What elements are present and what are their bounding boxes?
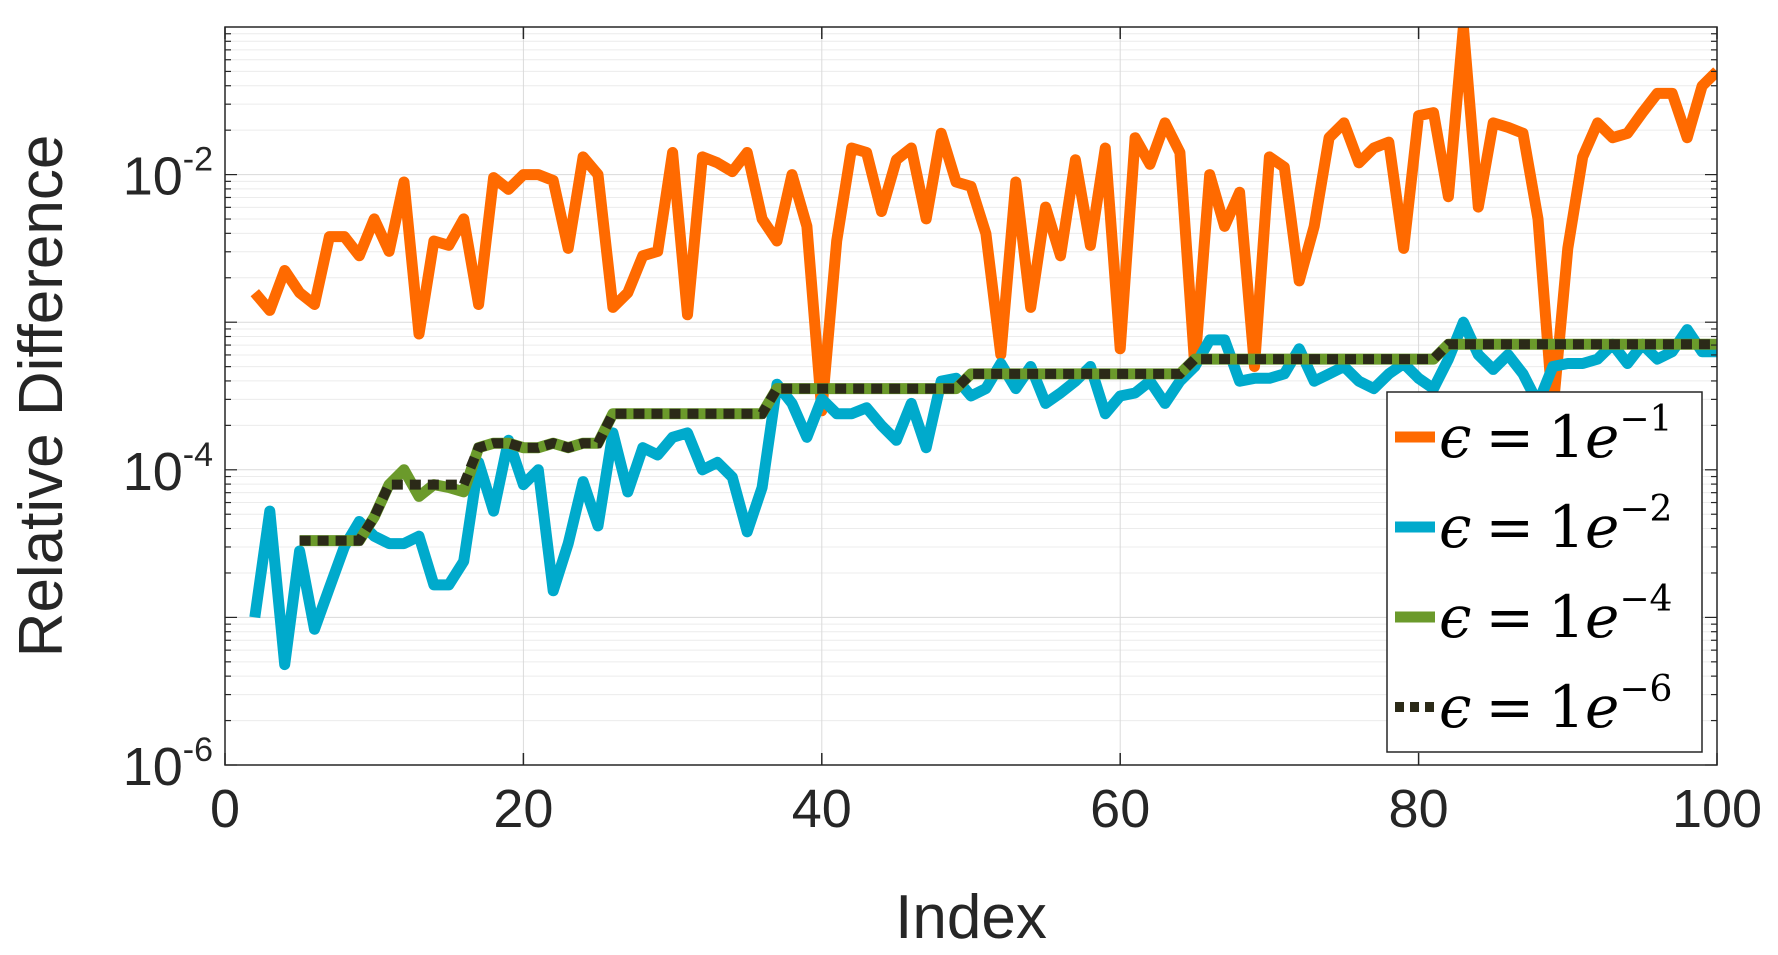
axis-ticks (224, 27, 1718, 766)
y-tick-label: 10-6 (123, 731, 213, 797)
series-line-4 (299, 339, 1717, 546)
x-tick-label: 80 (1389, 779, 1449, 839)
x-tick-labels: 0 20 40 60 80 100 (210, 779, 1762, 839)
x-axis-label: Index (895, 883, 1047, 952)
legend-label-4: ϵ = 1e−6 (1439, 669, 1672, 741)
legend-label-1: ϵ = 1e−1 (1439, 399, 1672, 471)
x-tick-label: 60 (1090, 779, 1150, 839)
legend: ϵ = 1e−1 ϵ = 1e−2 ϵ = 1e−4 ϵ = 1e−6 (1386, 391, 1703, 753)
y-tick-labels: 10-2 10-4 10-6 (123, 141, 213, 797)
x-tick-label: 20 (493, 779, 553, 839)
x-tick-label: 40 (792, 779, 852, 839)
legend-box (1386, 391, 1703, 753)
series-layer (249, 27, 1717, 671)
x-tick-label: 0 (210, 779, 240, 839)
series-line-1 (250, 27, 1717, 417)
x-tick-label: 100 (1672, 779, 1762, 839)
y-axis-label: Relative Difference (7, 135, 76, 658)
y-tick-label: 10-4 (123, 436, 213, 502)
y-tick-label: 10-2 (123, 141, 213, 207)
legend-label-3: ϵ = 1e−4 (1439, 579, 1672, 651)
plot-frame (224, 26, 1718, 766)
legend-label-2: ϵ = 1e−2 (1439, 489, 1672, 561)
